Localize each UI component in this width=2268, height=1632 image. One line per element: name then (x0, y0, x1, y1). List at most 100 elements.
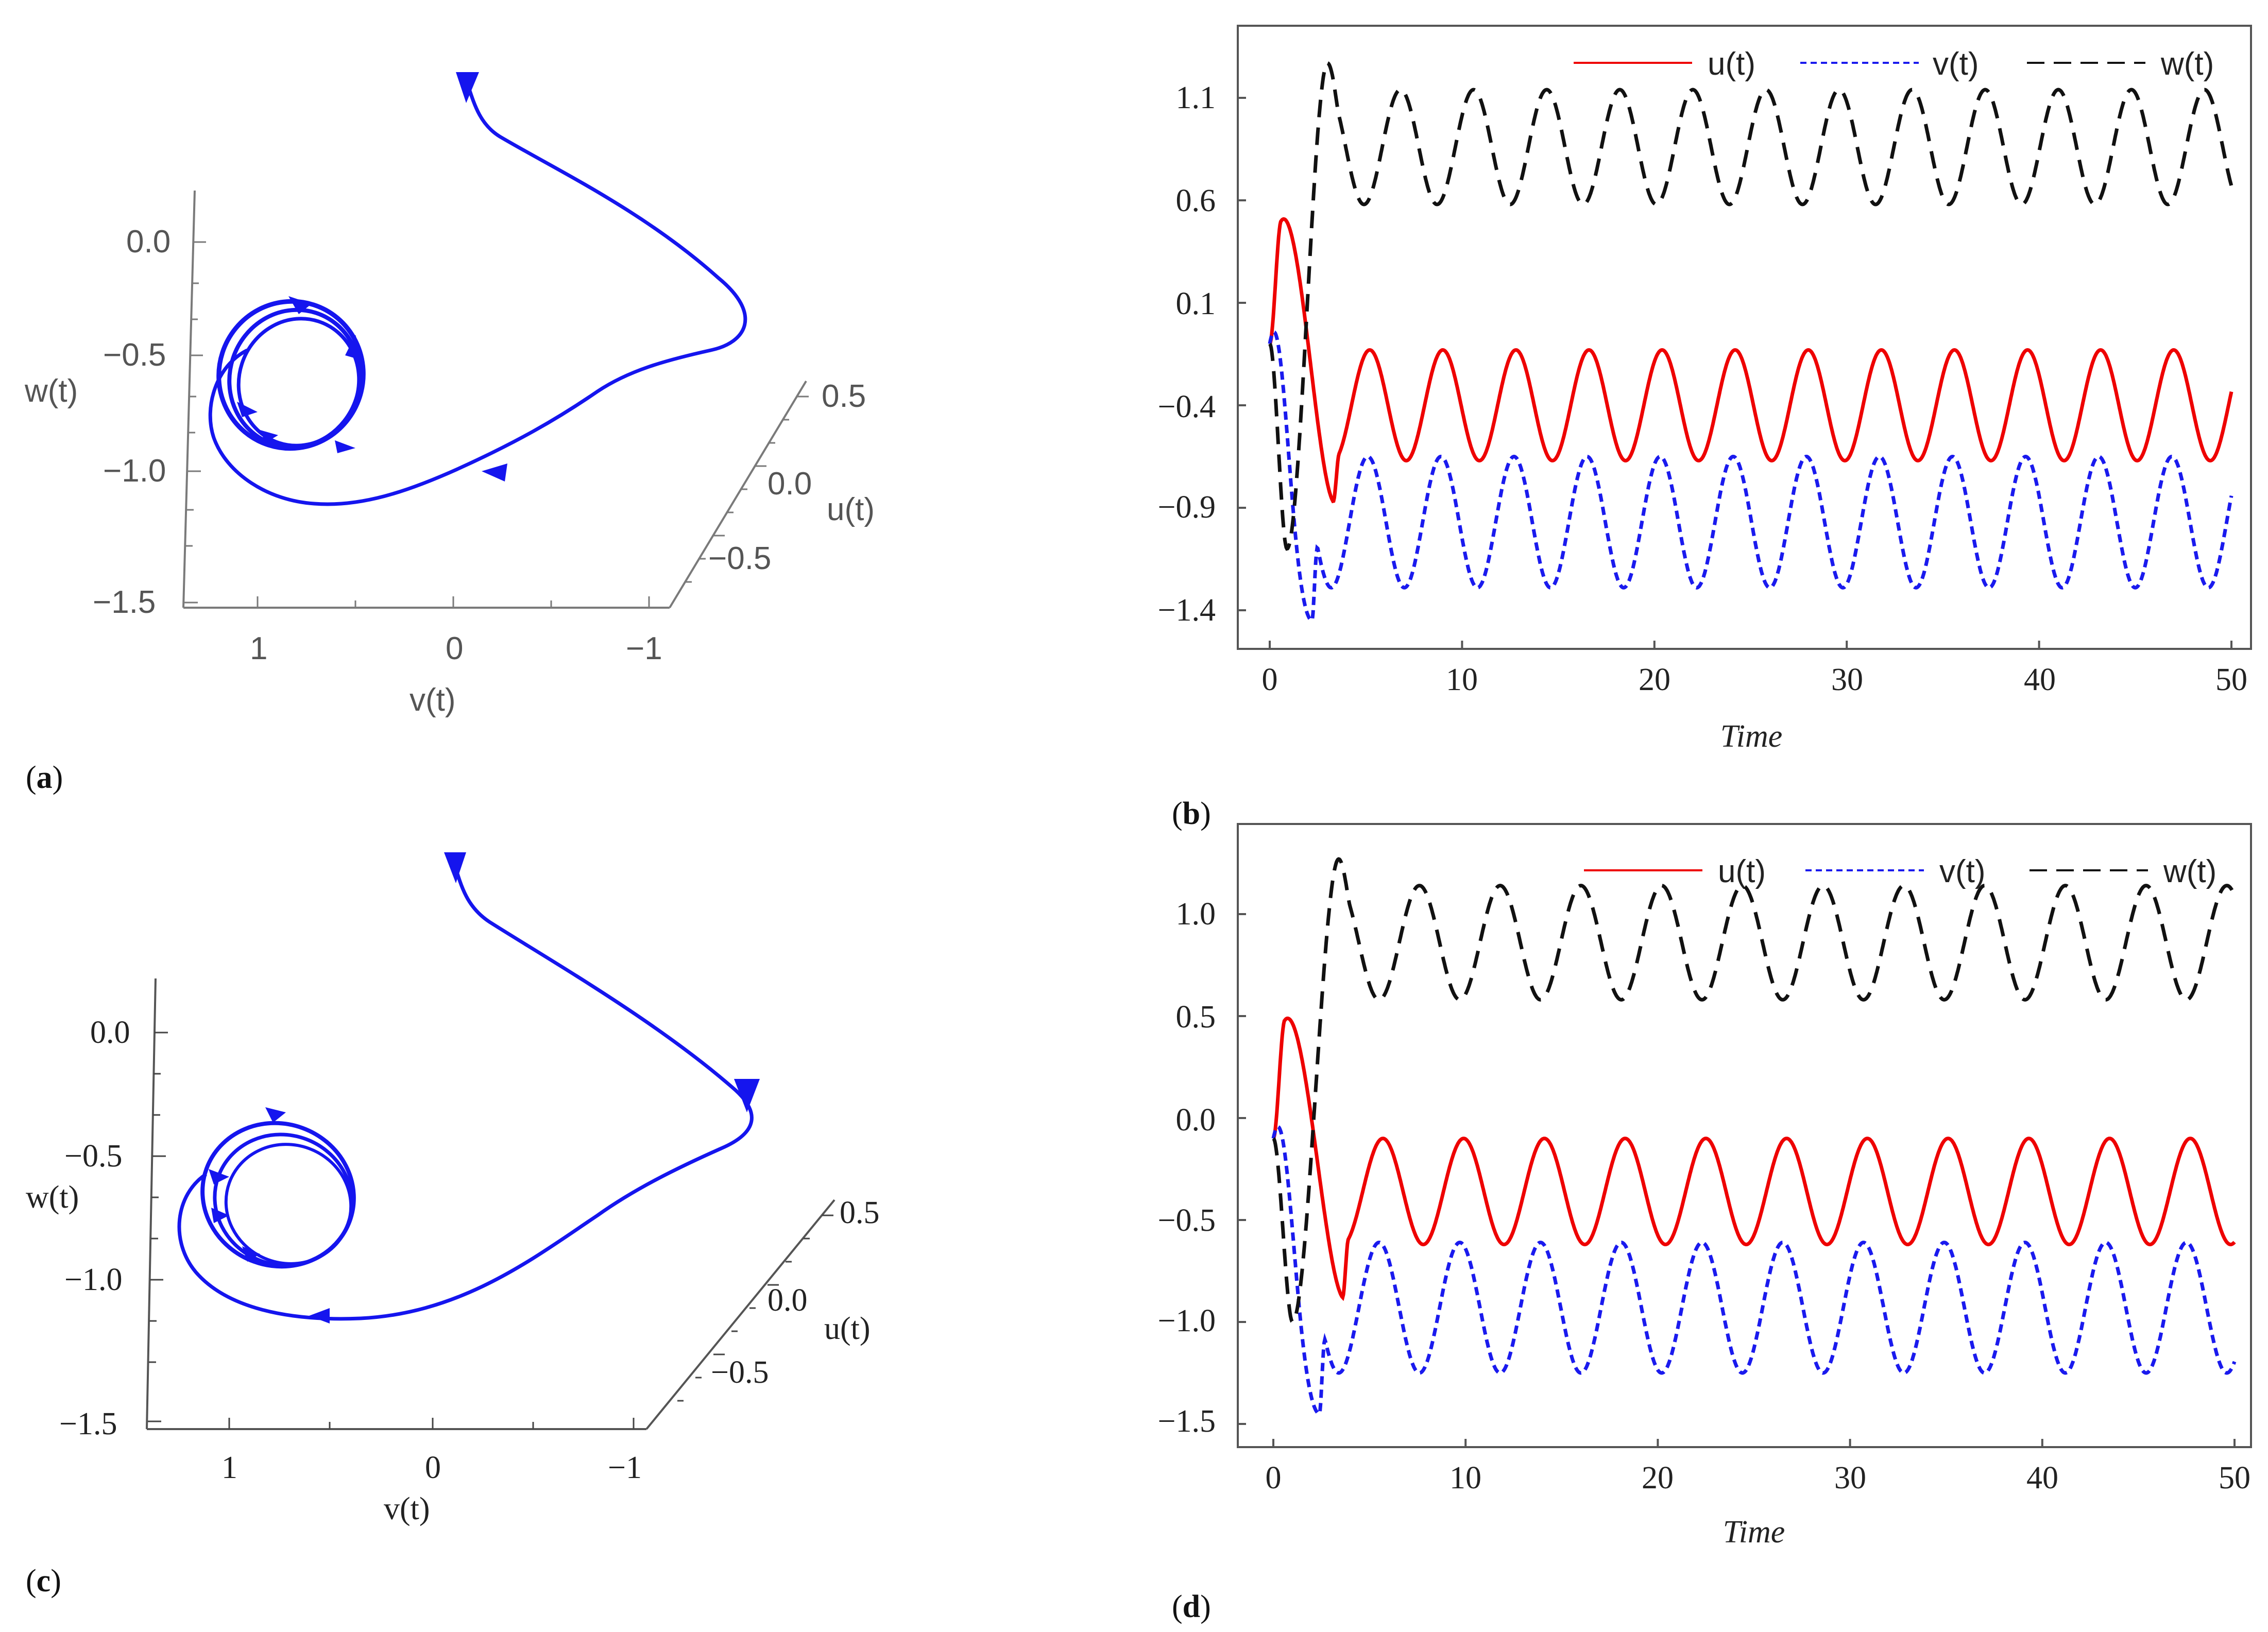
panel-d-legend-v-label: v(t) (1939, 854, 1986, 889)
panel-d-x-tick-1: 10 (1450, 1461, 1481, 1496)
panel-b-legend-v-label: v(t) (1933, 46, 1979, 82)
panel-b-x-tick-0: 0 (1262, 662, 1278, 697)
panel-a-w-tick-1: −0.5 (103, 337, 166, 373)
panel-a-u-ticks: 0.5 0.0 −0.5 (686, 379, 866, 583)
panel-d-tag: (d) (1172, 1589, 1211, 1624)
panel-d-x-ticks: 0 10 20 30 40 50 (1266, 1461, 2251, 1496)
panel-c-limit-cycle (200, 1121, 356, 1269)
panel-a-tag: (a) (26, 760, 63, 795)
panel-a-w-ticks: 0.0 −0.5 −1.0 −1.5 (93, 224, 206, 620)
panel-a-u-tick-0: 0.5 (822, 379, 866, 414)
panel-a-w-tick-0: 0.0 (126, 224, 170, 260)
panel-b-y-ticks: 1.1 0.6 0.1 −0.4 −0.9 −1.4 (1158, 80, 1216, 628)
panel-d-series-u (1271, 1016, 2236, 1301)
panel-c-w-tick-0: 0.0 (90, 1015, 130, 1050)
panel-b-legend: u(t) v(t) w(t) (1574, 46, 2214, 82)
panel-b-y-tick-0: 1.1 (1176, 80, 1216, 115)
panel-d-tick-marks (1238, 913, 2236, 1447)
panel-a-w-label: w(t) (24, 373, 78, 409)
panel-c-w-label: w(t) (26, 1180, 79, 1215)
panel-a-w-axis (182, 190, 196, 608)
panel-d-y-tick-4: −1.0 (1158, 1303, 1216, 1338)
panel-d-x-tick-3: 30 (1834, 1461, 1866, 1496)
panel-d-legend-w-label: w(t) (2163, 854, 2216, 889)
panel-d-x-label: Time (1723, 1515, 1785, 1550)
panel-c-tag: (c) (26, 1564, 61, 1599)
panel-c-v-label: v(t) (384, 1491, 430, 1526)
panel-a-u-tick-1: 0.0 (768, 466, 812, 502)
panel-c-trajectory (177, 859, 754, 1321)
panel-b-tick-marks (1238, 97, 2232, 649)
panel-b-tag: (b) (1172, 796, 1211, 831)
panel-b-x-tick-1: 10 (1446, 662, 1478, 697)
panel-d-y-tick-1: 0.5 (1176, 1000, 1216, 1035)
panel-a-trajectory (208, 79, 747, 506)
panel-a-w-tick-2: −1.0 (103, 453, 166, 489)
panel-c-u-tick-1: 0.0 (768, 1283, 808, 1318)
panel-c-u-tick-2: −0.5 (711, 1355, 769, 1390)
panel-d-x-tick-4: 40 (2026, 1461, 2058, 1496)
panel-b-x-label: Time (1720, 719, 1783, 754)
panel-a-u-tick-2: −0.5 (708, 541, 771, 576)
panel-d-legend: u(t) v(t) w(t) (1584, 854, 2216, 889)
panel-b: 1.1 0.6 0.1 −0.4 −0.9 −1.4 0 10 20 30 40… (1158, 25, 2252, 831)
panel-a-u-label: u(t) (827, 492, 875, 527)
panel-a-v-tick-2: −1 (626, 631, 662, 666)
panel-a-limit-cycle (216, 299, 366, 451)
panel-b-x-tick-3: 30 (1831, 662, 1863, 697)
panel-c-v-ticks: 1 0 −1 (221, 1418, 642, 1485)
panel-c-u-label: u(t) (824, 1311, 871, 1346)
panel-c-w-tick-3: −1.5 (59, 1406, 117, 1441)
panel-d-series-v (1271, 1125, 2237, 1416)
panel-d-series (1238, 857, 2237, 1447)
panel-b-series-v (1268, 330, 2233, 623)
panel-b-y-tick-1: 0.6 (1176, 183, 1216, 218)
panel-a-v-tick-0: 1 (250, 631, 267, 666)
panel-a-v-tick-1: 0 (446, 631, 463, 666)
panel-b-series (1238, 61, 2233, 649)
panel-c-w-axis (146, 978, 157, 1430)
panel-c-v-tick-0: 1 (221, 1450, 237, 1485)
panel-b-series-w (1268, 61, 2233, 551)
panel-d-legend-u-label: u(t) (1718, 854, 1766, 889)
panel-b-legend-u-label: u(t) (1708, 46, 1755, 82)
panel-c-v-tick-2: −1 (608, 1450, 642, 1485)
panel-b-y-tick-5: −1.4 (1158, 593, 1216, 628)
panel-a: 0.0 −0.5 −1.0 −1.5 w(t) 1 0 −1 v(t) (24, 72, 875, 795)
panel-c-w-tick-1: −0.5 (64, 1139, 122, 1174)
panel-b-frame (1237, 25, 2252, 650)
panel-a-u-axis (669, 380, 807, 609)
panel-d-y-tick-5: −1.5 (1158, 1404, 1216, 1439)
panel-b-y-tick-4: −0.9 (1158, 490, 1216, 525)
panel-b-y-tick-3: −0.4 (1158, 389, 1216, 424)
panel-d: 1.0 0.5 0.0 −0.5 −1.0 −1.5 0 10 20 30 40… (1158, 823, 2252, 1624)
panel-b-x-ticks: 0 10 20 30 40 50 (1262, 662, 2248, 697)
panel-a-arrowheads (237, 72, 507, 482)
panel-c-arrowheads (209, 852, 760, 1324)
panel-c-w-ticks: 0.0 −0.5 −1.0 −1.5 (59, 1015, 168, 1441)
panel-d-frame (1237, 823, 2252, 1448)
panel-d-x-tick-0: 0 (1266, 1461, 1282, 1496)
panel-b-series-u (1268, 217, 2233, 504)
panel-c-u-ticks: 0.5 0.0 −0.5 (677, 1195, 880, 1402)
panel-d-series-w (1272, 857, 2237, 1325)
panel-b-x-tick-2: 20 (1639, 662, 1670, 697)
panel-c-w-tick-2: −1.0 (64, 1262, 122, 1297)
panel-a-v-ticks: 1 0 −1 (250, 596, 662, 666)
panel-b-y-tick-2: 0.1 (1176, 286, 1216, 321)
panel-a-v-label: v(t) (410, 682, 456, 718)
panel-d-x-tick-5: 50 (2219, 1461, 2250, 1496)
panel-d-y-tick-0: 1.0 (1176, 897, 1216, 932)
panel-b-legend-w-label: w(t) (2160, 46, 2214, 82)
panel-d-y-ticks: 1.0 0.5 0.0 −0.5 −1.0 −1.5 (1158, 897, 1216, 1439)
panel-c-u-tick-0: 0.5 (840, 1195, 880, 1230)
panel-d-y-tick-2: 0.0 (1176, 1103, 1216, 1138)
panel-c: 0.0 −0.5 −1.0 −1.5 w(t) 1 0 −1 v(t) (26, 852, 880, 1599)
panel-b-x-tick-4: 40 (2024, 662, 2056, 697)
panel-d-x-tick-2: 20 (1642, 1461, 1674, 1496)
panel-d-y-tick-3: −0.5 (1158, 1203, 1216, 1238)
panel-b-x-tick-5: 50 (2215, 662, 2247, 697)
panel-c-v-tick-1: 0 (425, 1450, 441, 1485)
panel-a-w-tick-3: −1.5 (93, 585, 156, 620)
